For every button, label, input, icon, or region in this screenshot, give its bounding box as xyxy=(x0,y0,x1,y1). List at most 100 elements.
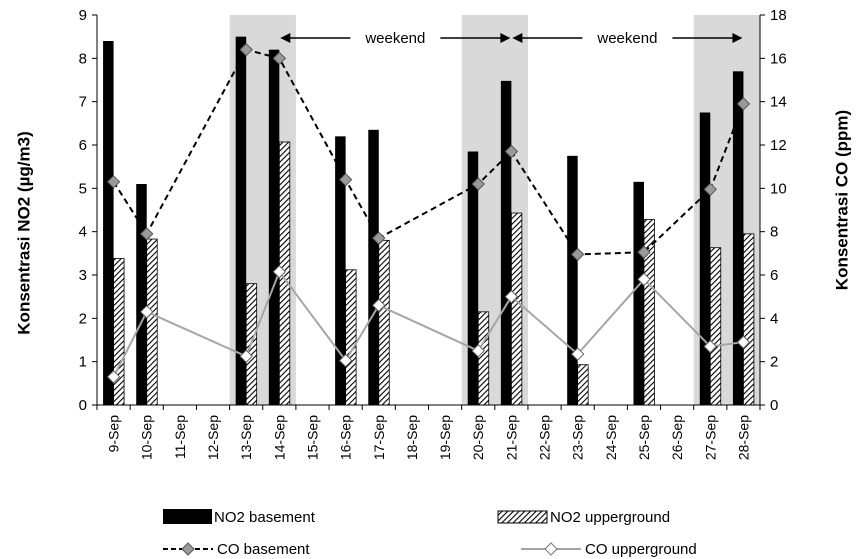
x-tick-label-25-Sep: 25-Sep xyxy=(636,415,652,460)
legend-item-no2-upperground: NO2 upperground xyxy=(497,509,670,526)
bar-no2-basement-23-Sep xyxy=(567,155,578,405)
x-tick-label-21-Sep: 21-Sep xyxy=(503,415,519,460)
annotation-arrowhead-right-0 xyxy=(500,33,511,43)
annotation-arrowhead-left-1 xyxy=(512,33,523,43)
y2-tick-label-4: 4 xyxy=(770,310,778,327)
x-tick-label-22-Sep: 22-Sep xyxy=(537,415,553,460)
legend-item-co-upperground: CO upperground xyxy=(521,541,697,558)
annotation-arrowhead-left-0 xyxy=(280,33,291,43)
y2-tick-label-6: 6 xyxy=(770,267,778,284)
point-co-upperground-23-Sep xyxy=(570,347,585,361)
bar-no2-basement-14-Sep xyxy=(268,49,280,406)
x-tick-label-9-Sep: 9-Sep xyxy=(106,415,122,453)
y2-tick-label-16: 16 xyxy=(770,50,787,67)
y-tick-label-0: 0 xyxy=(79,397,87,414)
bar-no2-basement-21-Sep xyxy=(500,80,512,405)
legend-marker-co-upperground xyxy=(544,542,558,556)
y2-axis-title: Konsentrasi CO (ppm) xyxy=(832,110,851,290)
point-co-basement-16-Sep xyxy=(338,172,353,187)
legend-marker-co-basement xyxy=(181,542,195,556)
bar-no2-upperground-21-Sep xyxy=(510,212,523,406)
x-tick-label-14-Sep: 14-Sep xyxy=(271,415,287,460)
x-tick-label-17-Sep: 17-Sep xyxy=(371,415,387,460)
x-tick-label-16-Sep: 16-Sep xyxy=(338,415,354,460)
point-co-upperground-21-Sep xyxy=(504,289,519,304)
point-co-upperground-9-Sep xyxy=(106,370,121,384)
line-co-basement xyxy=(112,48,745,256)
point-co-basement-23-Sep xyxy=(570,247,585,262)
x-tick-label-13-Sep: 13-Sep xyxy=(238,415,254,460)
point-co-upperground-27-Sep xyxy=(703,339,717,354)
y2-tick-label-14: 14 xyxy=(770,94,787,111)
y2-tick-label-2: 2 xyxy=(770,354,778,371)
y-tick-label-1: 1 xyxy=(79,354,87,371)
x-tick-label-11-Sep: 11-Sep xyxy=(172,415,188,459)
x-tick-label-19-Sep: 19-Sep xyxy=(437,415,453,460)
point-co-basement-9-Sep xyxy=(106,175,121,189)
x-tick-label-24-Sep: 24-Sep xyxy=(603,415,619,460)
annotation-weekend-0: weekend xyxy=(364,30,425,47)
y-tick-label-3: 3 xyxy=(79,267,87,284)
bar-no2-basement-25-Sep xyxy=(633,181,644,405)
x-tick-label-15-Sep: 15-Sep xyxy=(304,415,320,460)
y-tick-label-7: 7 xyxy=(79,94,87,111)
bar-no2-basement-28-Sep xyxy=(732,71,744,405)
bars xyxy=(103,36,755,406)
legend-label-co-upperground: CO upperground xyxy=(585,541,697,558)
point-co-basement-20-Sep xyxy=(471,177,485,191)
y-tick-label-2: 2 xyxy=(79,310,87,327)
weekend-shading xyxy=(229,15,760,405)
x-tick-label-10-Sep: 10-Sep xyxy=(139,415,155,460)
point-co-basement-28-Sep xyxy=(736,97,751,111)
bar-no2-basement-27-Sep xyxy=(699,112,711,405)
point-co-upperground-20-Sep xyxy=(471,344,485,358)
line-co-upperground xyxy=(112,269,744,378)
point-co-upperground-14-Sep xyxy=(272,265,287,279)
y2-tick-label-10: 10 xyxy=(770,180,787,197)
x-tick-label-27-Sep: 27-Sep xyxy=(702,415,718,460)
point-co-upperground-28-Sep xyxy=(736,335,751,349)
point-co-basement-21-Sep xyxy=(504,144,519,159)
y-tick-label-4: 4 xyxy=(79,224,87,241)
series-lines xyxy=(106,42,751,384)
y-tick-label-8: 8 xyxy=(79,50,87,67)
y2-tick-label-18: 18 xyxy=(770,7,787,24)
y2-tick-label-12: 12 xyxy=(770,137,787,154)
x-tick-label-18-Sep: 18-Sep xyxy=(404,415,420,460)
x-tick-label-28-Sep: 28-Sep xyxy=(735,415,751,460)
bar-no2-upperground-23-Sep xyxy=(577,364,589,406)
point-co-basement-10-Sep xyxy=(140,227,154,241)
x-tick-label-12-Sep: 12-Sep xyxy=(205,415,221,460)
bar-no2-basement-20-Sep xyxy=(467,151,479,405)
point-co-basement-13-Sep xyxy=(239,42,253,57)
point-co-upperground-25-Sep xyxy=(637,272,651,287)
bar-no2-upperground-17-Sep xyxy=(378,239,390,406)
x-tick-label-23-Sep: 23-Sep xyxy=(570,415,586,460)
axes xyxy=(92,14,765,410)
point-co-upperground-16-Sep xyxy=(338,353,353,368)
point-co-basement-27-Sep xyxy=(703,182,717,197)
legend-label-no2-basement: NO2 basement xyxy=(214,509,316,526)
bar-no2-upperground-9-Sep xyxy=(113,258,125,406)
bar-no2-upperground-27-Sep xyxy=(709,247,722,406)
bar-no2-upperground-10-Sep xyxy=(146,238,158,406)
annotation-arrowhead-right-1 xyxy=(732,33,743,43)
legend-swatch-no2-basement xyxy=(163,509,212,524)
bar-no2-basement-13-Sep xyxy=(235,36,247,406)
y2-tick-label-0: 0 xyxy=(770,397,778,414)
point-co-upperground-13-Sep xyxy=(239,349,253,363)
bar-no2-basement-16-Sep xyxy=(335,136,346,406)
legend-label-co-basement: CO basement xyxy=(217,541,310,558)
point-co-basement-25-Sep xyxy=(637,245,651,259)
point-co-upperground-17-Sep xyxy=(372,298,386,313)
bar-no2-basement-9-Sep xyxy=(103,41,114,405)
y2-tick-label-8: 8 xyxy=(770,224,778,241)
legend-label-no2-upperground: NO2 upperground xyxy=(550,509,670,526)
legend-swatch-no2-upperground xyxy=(497,510,548,524)
point-co-basement-17-Sep xyxy=(372,231,386,245)
y-tick-label-9: 9 xyxy=(79,7,87,24)
y-tick-label-5: 5 xyxy=(79,180,87,197)
point-co-upperground-10-Sep xyxy=(140,305,154,319)
legend: NO2 basement NO2 upperground CO basement… xyxy=(163,509,697,558)
